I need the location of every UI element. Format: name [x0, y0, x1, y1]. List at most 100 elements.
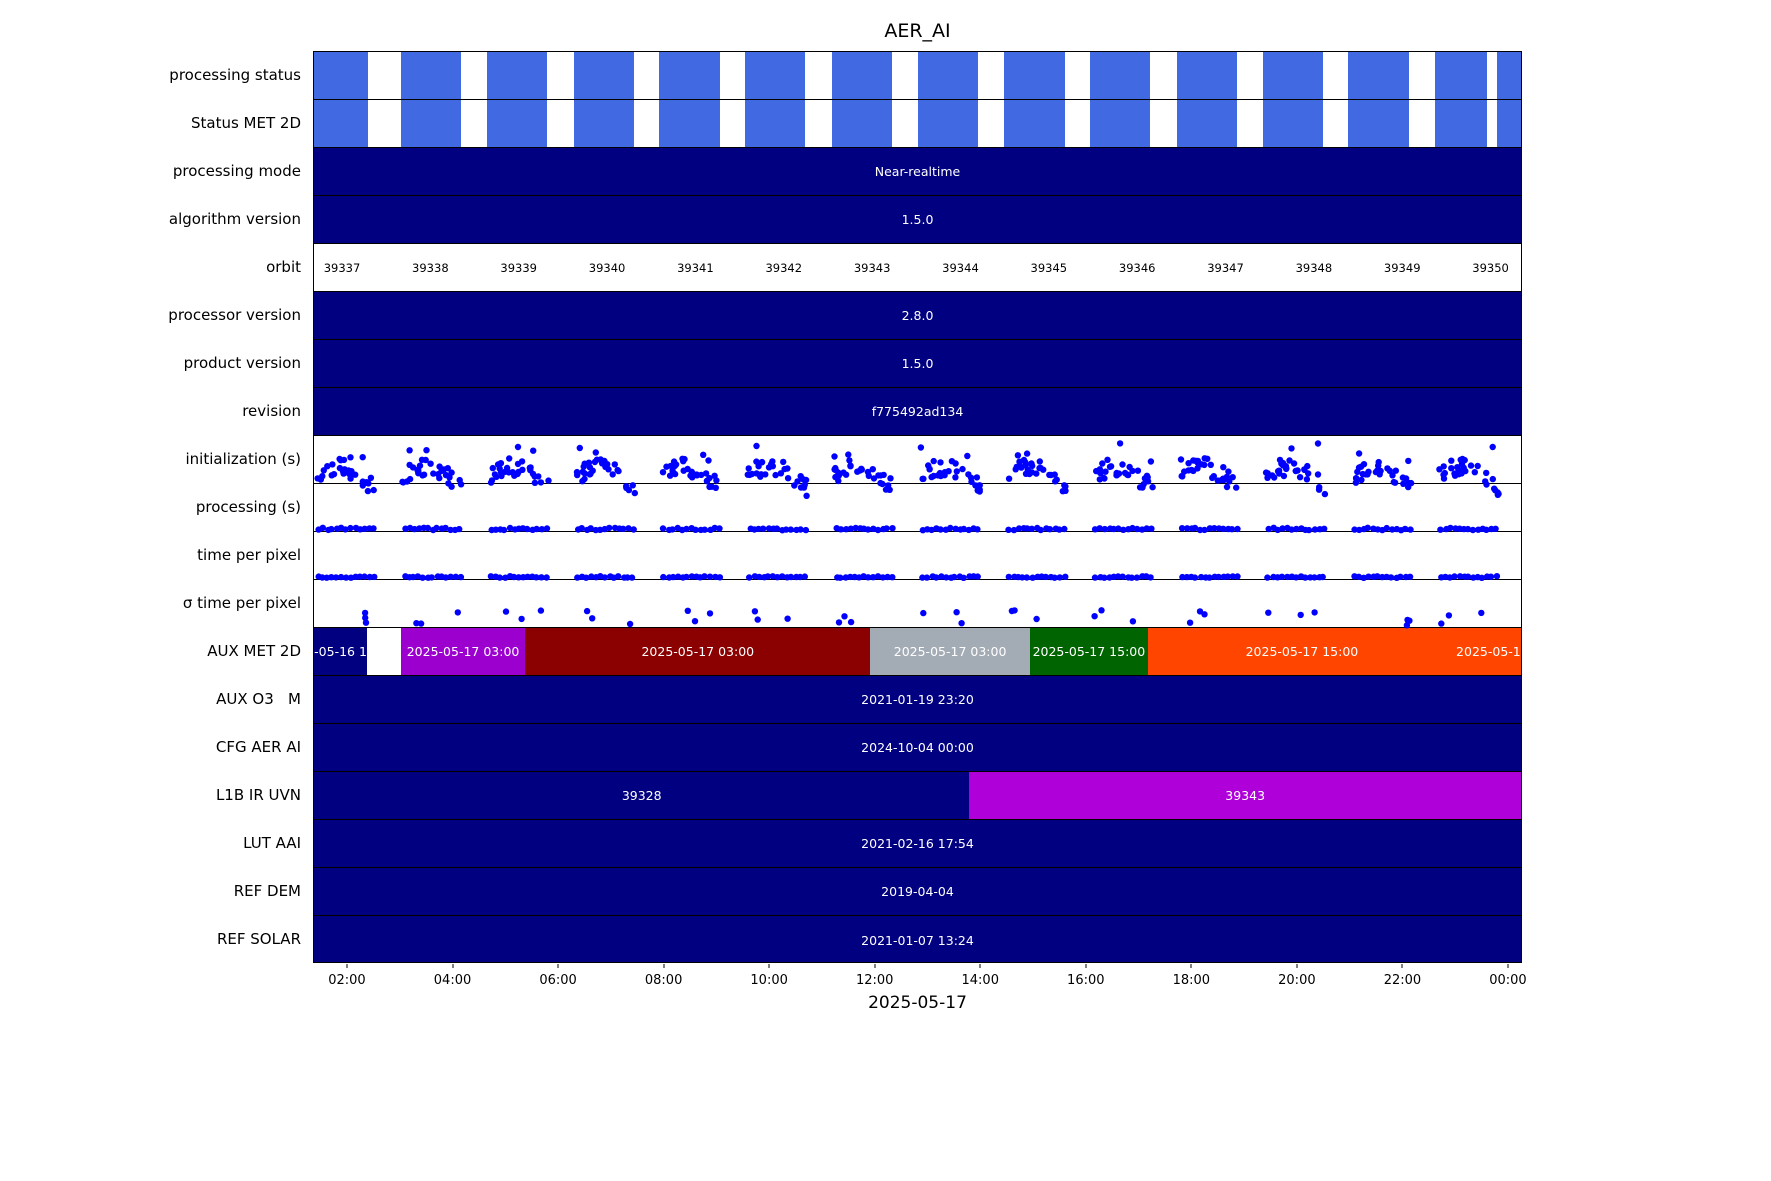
status-block — [1177, 100, 1238, 147]
x-tick-mark — [1401, 964, 1403, 968]
x-axis: 02:00 04:00 06:00 08:00 10:00 12:00 14:00 16:00… — [313, 964, 1527, 998]
timeline-segment: -05-16 1 — [314, 628, 368, 675]
status-block — [486, 52, 547, 99]
row-label-processing-status: processing status — [169, 66, 301, 84]
status-block — [1435, 100, 1488, 147]
x-tick-mark — [1296, 964, 1298, 968]
x-tick-mark — [1507, 964, 1509, 968]
orbit-number: 39345 — [1030, 260, 1068, 275]
row-product-version: 1.5.0 — [314, 340, 1521, 388]
row-label-initialization-s: initialization (s) — [185, 450, 301, 468]
timeline-segment: 2025-05-17 03:00 — [870, 628, 1030, 675]
row-label-ref-solar: REF SOLAR — [216, 930, 301, 948]
x-tick-label: 06:00 — [539, 973, 577, 988]
x-tick-mark — [663, 964, 665, 968]
timeline-segment: 2.8.0 — [314, 292, 1521, 339]
timeline-segment: 1.5.0 — [314, 340, 1521, 387]
status-block — [1004, 52, 1065, 99]
row-label-l1b-ir-uvn: L1B IR UVN — [215, 786, 301, 804]
row-aux-o3-m: 2021-01-19 23:20 — [314, 676, 1521, 724]
row-label-time-per-pixel: σ time per pixel — [182, 594, 301, 612]
status-block — [831, 52, 893, 99]
status-block — [400, 52, 462, 99]
row-time-per-pixel — [314, 580, 1521, 628]
row-label-revision: revision — [242, 402, 301, 420]
row-label-cfg-aer-ai: CFG AER AI — [215, 738, 301, 756]
status-block — [1348, 100, 1409, 147]
plot-area: Near-realtime 1.5.0 39337 39338 39339 39340 39… — [313, 51, 1522, 963]
row-status-met-2d — [314, 100, 1521, 148]
row-label-aux-o3-m: AUX O3 M — [216, 690, 301, 708]
row-label-status-met-2d: Status MET 2D — [190, 114, 301, 132]
status-block — [1348, 52, 1409, 99]
chart-title: AER_AI — [884, 20, 951, 42]
x-tick-label: 12:00 — [855, 973, 894, 988]
status-block — [1262, 100, 1324, 147]
orbit-number: 39344 — [942, 260, 979, 275]
status-block — [831, 100, 893, 147]
row-label-orbit: orbit — [266, 258, 301, 276]
status-block — [744, 100, 806, 147]
timeline-segment: 2024-10-04 00:00 — [314, 724, 1521, 771]
row-label-lut-aai: LUT AAI — [243, 834, 301, 852]
timeline-segment: 39343 — [969, 772, 1521, 819]
orbit-number: 39340 — [588, 260, 626, 275]
row-processor-version: 2.8.0 — [314, 292, 1521, 340]
orbit-number: 39337 — [323, 260, 361, 275]
timeline-segment — [367, 628, 401, 675]
row-aux-met-2d: -05-16 1 2025-05-17 03:00 2025-05-17 03:00… — [314, 628, 1521, 676]
x-tick-label: 10:00 — [750, 973, 788, 988]
orbit-number: 39350 — [1472, 260, 1509, 275]
x-tick-mark — [874, 964, 876, 968]
timeline-segment: 2021-02-16 17:54 — [314, 820, 1521, 867]
x-tick-mark — [346, 964, 348, 968]
status-block — [917, 52, 978, 99]
x-tick-label: 02:00 — [328, 973, 366, 988]
x-tick-mark — [452, 964, 454, 968]
status-block — [659, 100, 720, 147]
status-block — [1496, 100, 1521, 147]
status-block — [1177, 52, 1238, 99]
row-label-algorithm-version: algorithm version — [168, 210, 301, 228]
timeline-segment: 1.5.0 — [314, 196, 1521, 243]
timeline-segment: 2025-05-17 03:00 — [400, 628, 526, 675]
row-label-ref-dem: REF DEM — [233, 882, 301, 900]
status-block — [744, 52, 806, 99]
orbit-number: 39349 — [1383, 260, 1421, 275]
status-block — [1435, 52, 1488, 99]
status-block — [314, 52, 369, 99]
row-revision: f775492ad134 — [314, 388, 1521, 436]
timeline-segment: 39328 — [314, 772, 970, 819]
status-block — [1090, 52, 1151, 99]
row-algorithm-version: 1.5.0 — [314, 196, 1521, 244]
row-label-processing-mode: processing mode — [172, 162, 301, 180]
x-tick-label: 20:00 — [1278, 973, 1316, 988]
x-tick-mark — [1190, 964, 1192, 968]
x-tick-label: 04:00 — [433, 973, 472, 988]
x-tick-mark — [557, 964, 559, 968]
row-cfg-aer-ai: 2024-10-04 00:00 — [314, 724, 1521, 772]
status-block — [1496, 52, 1521, 99]
status-block — [1262, 52, 1324, 99]
status-block — [917, 100, 978, 147]
row-l1b-ir-uvn: 39328 39343 — [314, 772, 1521, 820]
timeline-segment: 2025-05-17 15:00 — [1029, 628, 1149, 675]
row-processing-status — [314, 52, 1521, 100]
row-ref-solar: 2021-01-07 13:24 — [314, 916, 1521, 962]
status-block — [1004, 100, 1065, 147]
row-processing-s — [314, 484, 1521, 532]
orbit-number: 39348 — [1295, 260, 1333, 275]
x-tick-label: 18:00 — [1172, 973, 1211, 988]
x-tick-label: 00:00 — [1489, 973, 1527, 988]
x-tick-mark — [1085, 964, 1087, 968]
status-block — [659, 52, 720, 99]
row-label-processor-version: processor version — [168, 306, 301, 324]
orbit-number: 39339 — [500, 260, 537, 275]
x-tick-label: 22:00 — [1383, 973, 1422, 988]
timeline-segment: 2019-04-04 — [314, 868, 1521, 915]
timeline-segment: 2025-05-17 03:00 — [525, 628, 871, 675]
timeline-segment: 2021-01-07 13:24 — [314, 916, 1521, 962]
x-tick-label: 08:00 — [644, 973, 683, 988]
